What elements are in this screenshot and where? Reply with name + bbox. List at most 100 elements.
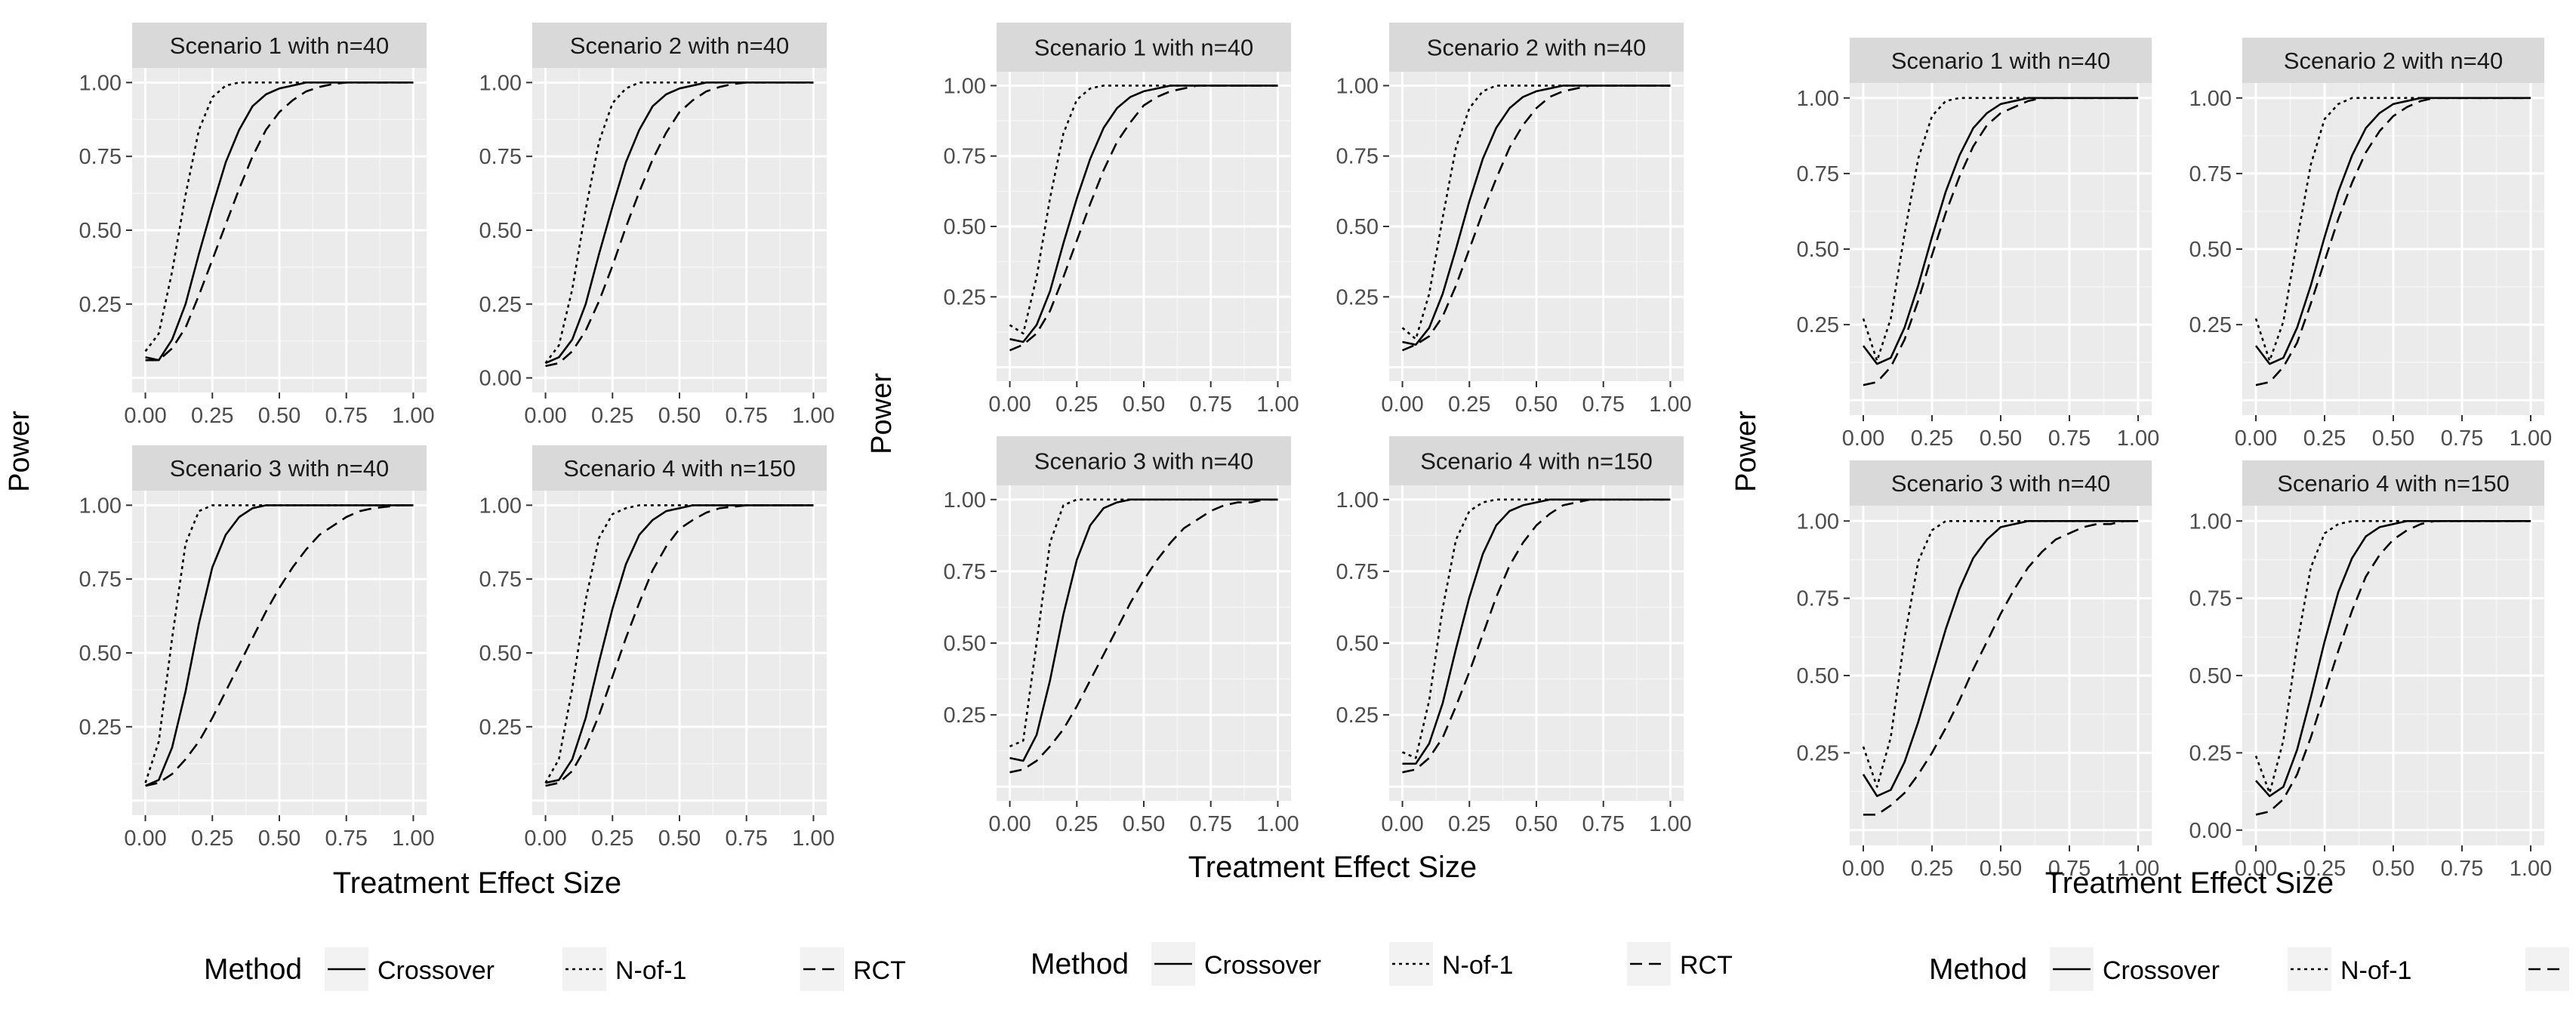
x-tick-label: 0.25 bbox=[2303, 426, 2346, 451]
y-tick-label: 0.75 bbox=[2189, 587, 2232, 611]
y-tick-label: 1.00 bbox=[944, 488, 986, 513]
x-tick-label: 0.75 bbox=[1189, 392, 1231, 417]
y-tick-label: 0.25 bbox=[79, 716, 122, 740]
series-line-n-of-1 bbox=[144, 82, 414, 352]
legend-key bbox=[2288, 947, 2331, 991]
chart-group-3: Scenario 1 with n=40 0.25 0.50 0.75 1.00 0.00… bbox=[1730, 38, 2569, 991]
x-tick-label: 1.00 bbox=[1256, 392, 1299, 417]
series-line-n-of-1 bbox=[1862, 97, 2138, 362]
x-tick-label: 0.00 bbox=[988, 812, 1031, 836]
facet-strip-label: Scenario 3 with n=40 bbox=[1034, 448, 1253, 475]
legend-title: Method bbox=[1929, 953, 2027, 986]
facet-strip-label: Scenario 2 with n=40 bbox=[1427, 35, 1646, 61]
x-tick-label: 1.00 bbox=[1256, 812, 1299, 836]
facet-strip bbox=[1850, 38, 2152, 83]
y-tick-label: 0.50 bbox=[79, 642, 122, 666]
y-tick-label: 0.50 bbox=[1336, 215, 1379, 239]
y-tick-label: 0.50 bbox=[2189, 664, 2232, 688]
facet-panel: Scenario 1 with n=40 0.25 0.50 0.75 1.00 0.00… bbox=[1797, 38, 2159, 451]
facet-panel: Scenario 4 with n=150 0.25 0.50 0.75 1.00 0.0… bbox=[479, 445, 835, 851]
x-tick-label: 0.00 bbox=[124, 404, 166, 428]
y-tick-label: 1.00 bbox=[479, 71, 522, 95]
x-tick-label: 0.00 bbox=[524, 827, 566, 851]
legend-label: Crossover bbox=[377, 956, 495, 985]
y-tick-label: 0.25 bbox=[1797, 313, 1839, 337]
legend-label: RCT bbox=[1680, 951, 1733, 980]
legend-label: N-of-1 bbox=[2340, 956, 2411, 985]
facet-panel: Scenario 4 with n=150 0.00 0.25 0.50 0.75 1.0… bbox=[2189, 460, 2552, 881]
x-tick-label: 0.75 bbox=[2441, 857, 2483, 881]
y-tick-label: 0.50 bbox=[2189, 238, 2232, 262]
x-tick-label: 0.50 bbox=[658, 827, 701, 851]
x-tick-label: 0.25 bbox=[1448, 392, 1490, 417]
y-tick-label: 1.00 bbox=[479, 494, 522, 518]
series-line-rct bbox=[1009, 498, 1278, 774]
x-tick-label: 0.50 bbox=[1123, 392, 1165, 417]
x-tick-label: 0.25 bbox=[1911, 857, 1953, 881]
legend-title: Method bbox=[1031, 948, 1129, 980]
x-tick-label: 1.00 bbox=[2510, 857, 2552, 881]
facet-strip-label: Scenario 2 with n=40 bbox=[570, 32, 789, 59]
facet-strip-label: Scenario 1 with n=40 bbox=[1034, 35, 1253, 61]
facet-strip-label: Scenario 1 with n=40 bbox=[1891, 48, 2110, 74]
facet-strip-label: Scenario 2 with n=40 bbox=[2284, 48, 2503, 74]
y-tick-label: 0.25 bbox=[944, 285, 986, 309]
y-tick-label: 1.00 bbox=[944, 74, 986, 98]
y-tick-label: 0.75 bbox=[79, 568, 122, 592]
y-tick-label: 0.00 bbox=[479, 367, 522, 391]
legend-label: N-of-1 bbox=[1442, 951, 1513, 980]
x-axis-label: Treatment Effect Size bbox=[333, 867, 621, 900]
series-line-rct bbox=[2255, 97, 2531, 386]
x-tick-label: 0.00 bbox=[1842, 857, 1884, 881]
facet-panel: Scenario 3 with n=40 0.25 0.50 0.75 1.00 0.00… bbox=[79, 445, 435, 851]
y-tick-label: 0.75 bbox=[2189, 162, 2232, 186]
facet-strip-label: Scenario 3 with n=40 bbox=[1891, 470, 2110, 497]
y-tick-label: 0.50 bbox=[944, 632, 986, 656]
x-tick-label: 0.50 bbox=[258, 404, 300, 428]
x-tick-label: 1.00 bbox=[792, 827, 834, 851]
facet-strip-label: Scenario 4 with n=150 bbox=[2277, 470, 2510, 497]
y-tick-label: 1.00 bbox=[1797, 509, 1839, 534]
facet-panel: Scenario 2 with n=40 0.00 0.25 0.50 0.75 1.00… bbox=[479, 23, 835, 428]
x-tick-label: 0.25 bbox=[591, 827, 633, 851]
facet-strip bbox=[2242, 38, 2544, 83]
y-tick-label: 0.75 bbox=[479, 145, 522, 169]
y-tick-label: 0.50 bbox=[79, 219, 122, 243]
x-tick-label: 0.25 bbox=[191, 404, 233, 428]
x-tick-label: 1.00 bbox=[2117, 426, 2159, 451]
x-tick-label: 0.00 bbox=[1842, 426, 1884, 451]
y-tick-label: 0.50 bbox=[944, 215, 986, 239]
facet-panel: Scenario 2 with n=40 0.25 0.50 0.75 1.00 0.00… bbox=[1336, 23, 1692, 417]
facet-panel: Scenario 4 with n=150 0.25 0.50 0.75 1.00 0.0… bbox=[1336, 436, 1692, 836]
series-line-rct bbox=[145, 504, 414, 787]
x-tick-label: 1.00 bbox=[1649, 812, 1691, 836]
facet-strip bbox=[132, 445, 427, 491]
x-tick-label: 0.25 bbox=[2303, 857, 2346, 881]
y-tick-label: 0.25 bbox=[1336, 285, 1379, 309]
x-tick-label: 0.50 bbox=[1980, 426, 2022, 451]
x-tick-label: 0.75 bbox=[725, 827, 767, 851]
y-tick-label: 1.00 bbox=[79, 494, 122, 518]
x-tick-label: 0.25 bbox=[191, 827, 233, 851]
y-tick-label: 1.00 bbox=[1336, 74, 1379, 98]
facet-strip-label: Scenario 4 with n=150 bbox=[563, 455, 796, 482]
y-tick-label: 0.75 bbox=[944, 145, 986, 169]
facet-strip bbox=[1850, 460, 2152, 506]
x-tick-label: 0.75 bbox=[1582, 812, 1624, 836]
y-tick-label: 0.75 bbox=[1797, 162, 1839, 186]
series-line-rct bbox=[145, 82, 414, 362]
legend-title: Method bbox=[204, 953, 302, 986]
facet-strip bbox=[1389, 436, 1684, 485]
series-line-n-of-1 bbox=[144, 504, 414, 783]
y-axis-label: Power bbox=[1730, 411, 1762, 492]
series-line-rct bbox=[1863, 519, 2138, 816]
y-tick-label: 0.25 bbox=[944, 703, 986, 728]
x-tick-label: 1.00 bbox=[792, 404, 834, 428]
facet-strip-label: Scenario 1 with n=40 bbox=[170, 32, 389, 59]
y-tick-label: 1.00 bbox=[79, 71, 122, 95]
y-tick-label: 0.50 bbox=[479, 642, 522, 666]
